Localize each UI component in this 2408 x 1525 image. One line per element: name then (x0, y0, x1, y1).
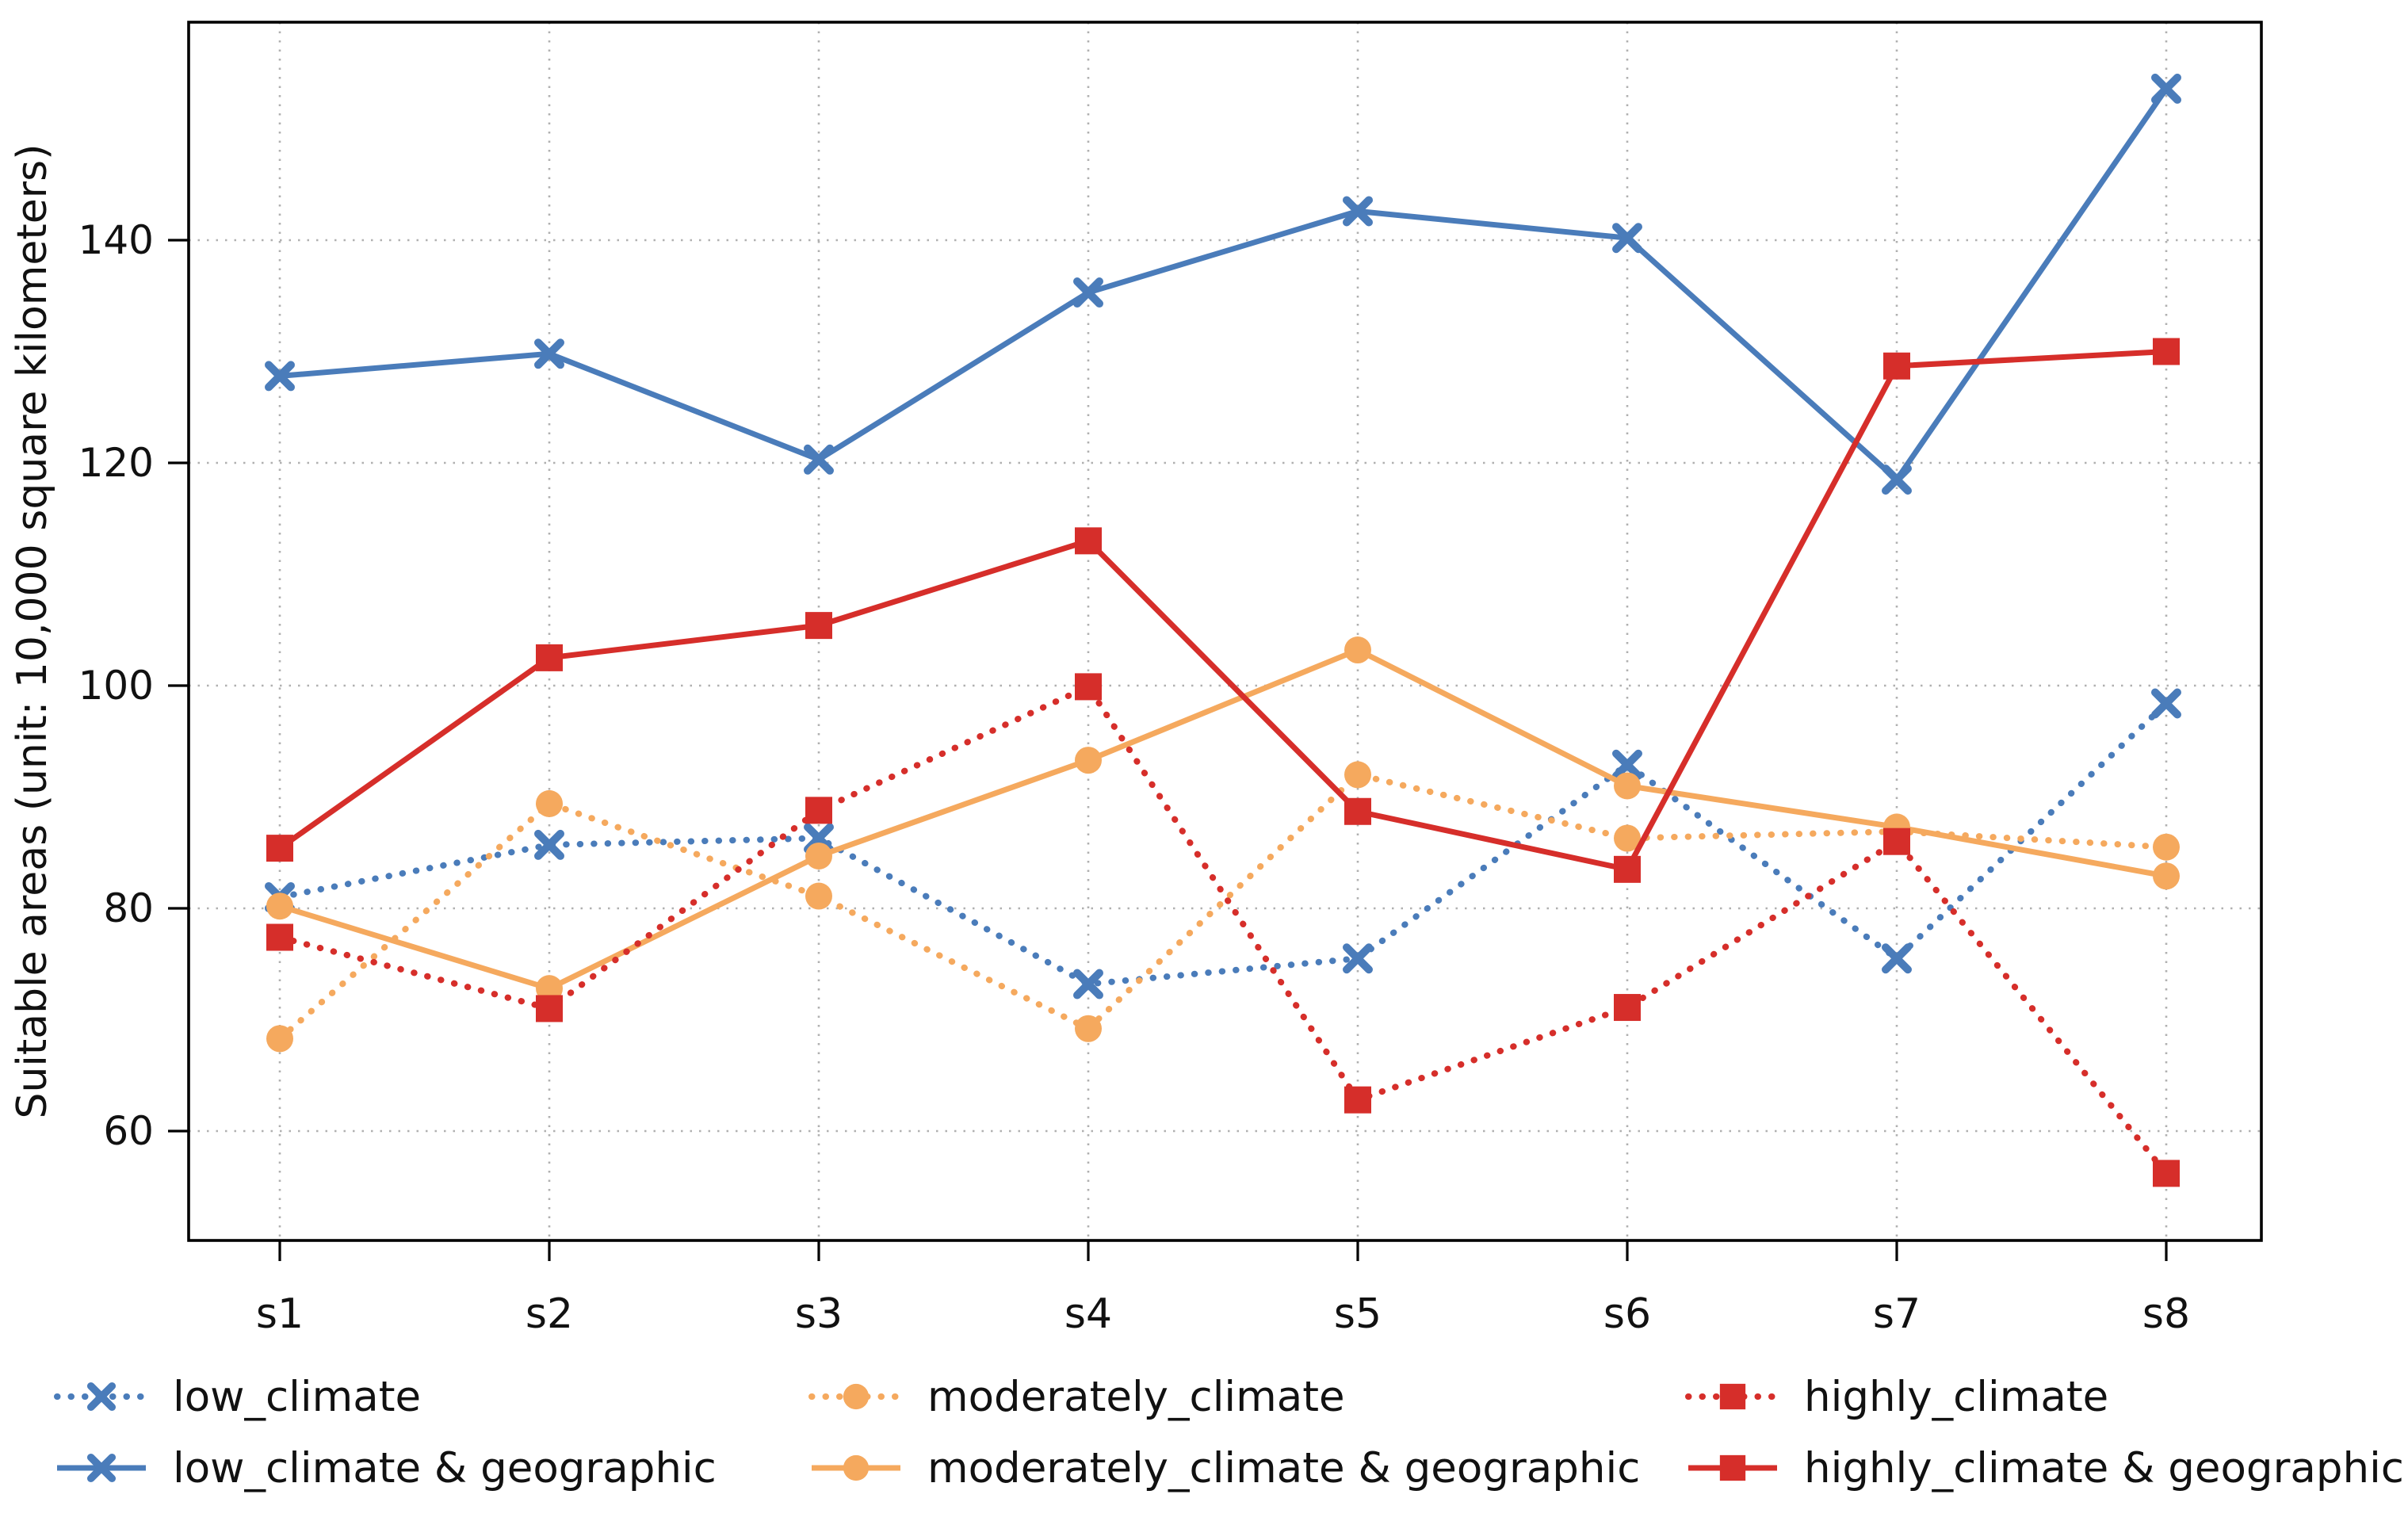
legend-key-solid-x-icon (57, 1453, 146, 1483)
svg-text:100: 100 (78, 663, 154, 709)
svg-text:s7: s7 (1873, 1290, 1921, 1338)
svg-text:80: 80 (103, 885, 154, 931)
legend-label: low_climate (173, 1372, 422, 1421)
legend-key-dotted-x-icon (54, 1382, 149, 1412)
svg-text:s4: s4 (1064, 1290, 1112, 1338)
legend-item-highly-climate: highly_climate (1684, 1366, 2408, 1427)
legend-label: moderately_climate (927, 1372, 1345, 1421)
legend-key-solid-square-icon (1688, 1454, 1777, 1481)
svg-text:60: 60 (103, 1108, 154, 1154)
legend-item-moderately-climate: moderately_climate (807, 1366, 1684, 1427)
svg-text:s6: s6 (1603, 1290, 1651, 1338)
svg-text:140: 140 (78, 217, 154, 263)
legend-item-low-climate-geographic: low_climate & geographic (52, 1438, 807, 1498)
svg-text:120: 120 (78, 440, 154, 486)
svg-text:s1: s1 (256, 1290, 304, 1338)
svg-text:s5: s5 (1334, 1290, 1382, 1338)
svg-text:Suitable areas (unit: 10,000 s: Suitable areas (unit: 10,000 square kilo… (9, 143, 56, 1118)
svg-text:s2: s2 (526, 1290, 573, 1338)
legend-label: low_climate & geographic (173, 1443, 717, 1493)
svg-text:s8: s8 (2142, 1290, 2190, 1338)
legend-item-low-climate: low_climate (52, 1366, 807, 1427)
legend-item-highly-climate-geographic: highly_climate & geographic (1684, 1438, 2408, 1498)
legend-key-dotted-circle-icon (808, 1383, 904, 1410)
legend-label: highly_climate (1804, 1372, 2109, 1421)
legend-item-moderately-climate-geographic: moderately_climate & geographic (807, 1438, 1684, 1498)
legend: low_climate moderately_climate highly_cl… (0, 1366, 2408, 1498)
chart-canvas: 60 80 100 120 140 s1 s2 s3 s4 s5 s6 s7 s8 Suitable ar… (9, 21, 2263, 1338)
legend-label: moderately_climate & geographic (927, 1443, 1641, 1493)
legend-key-solid-circle-icon (812, 1454, 900, 1481)
legend-label: highly_climate & geographic (1804, 1443, 2404, 1493)
legend-key-dotted-square-icon (1685, 1383, 1780, 1410)
svg-text:s3: s3 (795, 1290, 843, 1338)
